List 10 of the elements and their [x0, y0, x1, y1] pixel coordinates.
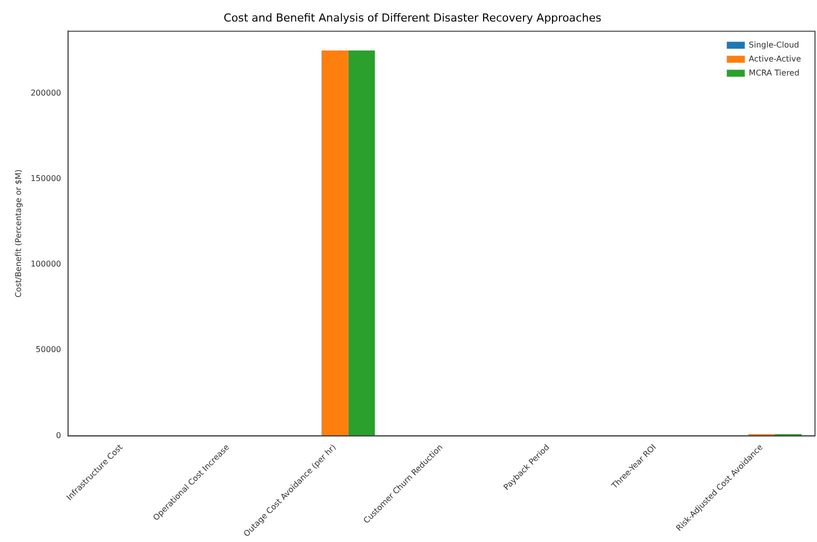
- chart-title: Cost and Benefit Analysis of Different Disaster Recovery Approaches: [224, 11, 602, 24]
- y-tick-label: 100000: [30, 260, 62, 269]
- legend-label: Active-Active: [748, 54, 802, 64]
- legend-label: Single-Cloud: [748, 40, 800, 50]
- y-tick-label: 0: [56, 430, 62, 440]
- y-tick-label: 50000: [36, 345, 62, 354]
- legend-label: MCRA Tiered: [748, 68, 800, 78]
- y-tick-label: 150000: [30, 174, 62, 183]
- y-axis-title: Cost/Benefit (Percentage or $M): [14, 169, 23, 298]
- y-tick-label: 200000: [30, 88, 62, 98]
